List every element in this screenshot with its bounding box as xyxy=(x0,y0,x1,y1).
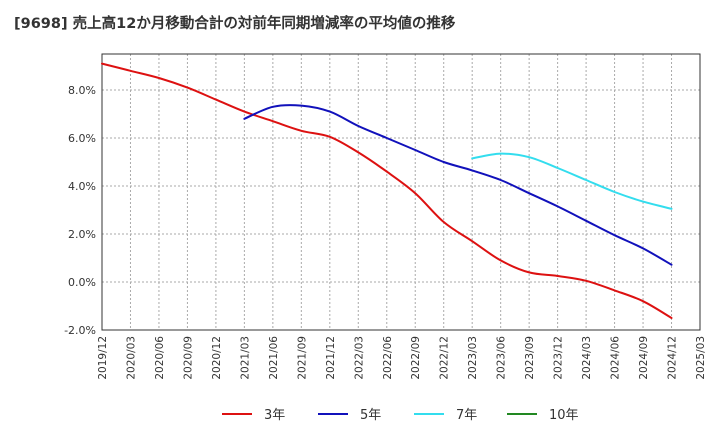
x-tick-label: 2024/09 xyxy=(638,336,650,380)
x-tick-label: 2019/12 xyxy=(97,336,109,380)
y-tick-label: -2.0% xyxy=(64,324,96,337)
x-tick-label: 2020/09 xyxy=(182,336,194,380)
x-tick-label: 2021/03 xyxy=(239,336,251,380)
legend-label-2: 5年 xyxy=(360,408,381,423)
x-tick-label: 2022/09 xyxy=(410,336,422,380)
x-tick-label: 2023/09 xyxy=(524,336,536,380)
x-tick-label: 2020/03 xyxy=(125,336,137,380)
x-tick-label: 2023/06 xyxy=(496,336,508,380)
y-tick-label: 8.0% xyxy=(68,84,96,97)
plot-frame xyxy=(101,53,701,331)
y-tick-label: 4.0% xyxy=(68,180,96,193)
x-tick-label: 2024/12 xyxy=(667,336,679,380)
legend-label-1: 3年 xyxy=(264,408,285,423)
x-tick-label: 2021/12 xyxy=(325,336,337,380)
legend-label-3: 7年 xyxy=(456,408,477,423)
x-tick-label: 2024/06 xyxy=(610,336,622,380)
x-tick-label: 2025/03 xyxy=(695,336,707,380)
x-tick-label: 2020/06 xyxy=(154,336,166,380)
legend-label-4: 10年 xyxy=(549,408,579,423)
x-tick-label: 2022/03 xyxy=(353,336,365,380)
x-tick-label: 2021/09 xyxy=(296,336,308,380)
series-line-2 xyxy=(243,104,673,266)
y-tick-label: 0.0% xyxy=(68,276,96,289)
chart-title: [9698] 売上高12か月移動合計の対前年同期増減率の平均値の推移 xyxy=(14,16,456,32)
x-tick-label: 2024/03 xyxy=(581,336,593,380)
x-tick-label: 2023/12 xyxy=(553,336,565,380)
x-tick-label: 2021/06 xyxy=(268,336,280,380)
x-tick-label: 2023/03 xyxy=(467,336,479,380)
y-tick-label: 2.0% xyxy=(68,228,96,241)
series-line-1 xyxy=(101,62,673,319)
series-line-3 xyxy=(471,152,673,210)
x-tick-label: 2020/12 xyxy=(211,336,223,380)
y-tick-label: 6.0% xyxy=(68,132,96,145)
x-tick-label: 2022/06 xyxy=(382,336,394,380)
x-tick-label: 2022/12 xyxy=(439,336,451,380)
